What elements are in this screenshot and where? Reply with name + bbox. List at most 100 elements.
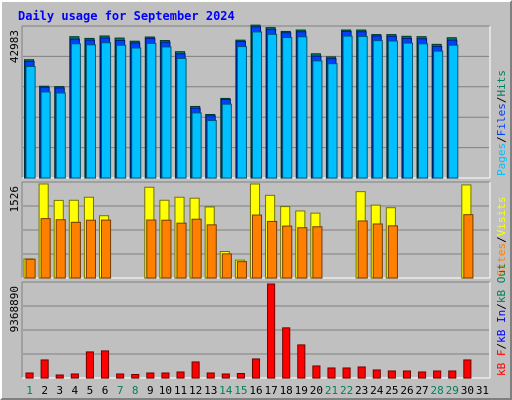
x-tick-label: 27 <box>415 384 428 397</box>
bar-pages <box>418 43 429 179</box>
x-tick-label: 25 <box>385 384 398 397</box>
legend-separator: / <box>495 343 508 350</box>
chart-title: Daily usage for September 2024 <box>18 9 235 23</box>
bar-kb-f <box>70 373 79 379</box>
x-tick-label: 2 <box>41 384 48 397</box>
bar-pages <box>55 92 66 179</box>
x-tick-label: 8 <box>132 384 139 397</box>
x-tick-label: 1 <box>26 384 33 397</box>
x-tick-label: 19 <box>295 384 308 397</box>
x-tick-label: 4 <box>72 384 79 397</box>
bar-kb-f <box>40 359 49 379</box>
legend-separator: / <box>495 303 508 310</box>
bar-sites <box>55 219 66 279</box>
bar-sites <box>146 219 157 279</box>
bar-pages <box>327 63 338 179</box>
bar-sites <box>463 214 474 279</box>
x-tick-label: 30 <box>461 384 474 397</box>
legend-item: Pages <box>495 143 508 176</box>
bar-pages <box>357 35 368 179</box>
y-max-label: 1526 <box>8 186 21 213</box>
x-tick-label: 31 <box>476 384 489 397</box>
bar-pages <box>402 42 414 179</box>
x-tick-label: 6 <box>102 384 109 397</box>
x-tick-label: 22 <box>340 384 353 397</box>
x-tick-label: 3 <box>56 384 63 397</box>
bar-pages <box>448 44 459 179</box>
bar-sites <box>267 220 278 279</box>
legend: Sites/Visits <box>495 197 508 277</box>
x-tick-label: 26 <box>400 384 413 397</box>
bar-pages <box>282 37 293 179</box>
x-tick-label: 20 <box>310 384 323 397</box>
bar-pages <box>85 44 96 179</box>
bar-sites <box>85 219 96 279</box>
panel-kbytes: 9368890 kB F/kB In/kB Out <box>8 263 508 379</box>
bar-pages <box>191 112 202 179</box>
bar-pages <box>312 60 323 179</box>
bar-pages <box>433 50 444 179</box>
bar-sites <box>70 221 81 279</box>
bar-pages <box>372 40 383 179</box>
bar-kb-f <box>146 372 155 379</box>
bar-kb-f <box>25 372 34 379</box>
legend-item: Files <box>495 103 508 136</box>
bar-pages <box>25 65 36 179</box>
legend-item: Sites <box>495 243 508 276</box>
x-tick-label: 29 <box>446 384 459 397</box>
bar-sites <box>40 218 51 279</box>
y-max-label: 9368890 <box>8 286 21 332</box>
bar-pages <box>342 35 353 179</box>
x-tick-label: 21 <box>325 384 338 397</box>
x-tick-label: 7 <box>117 384 124 397</box>
legend: kB F/kB In/kB Out <box>495 263 508 376</box>
bar-kb-f <box>100 350 110 379</box>
bar-kb-f <box>402 370 412 379</box>
bar-kb-f <box>55 374 64 379</box>
bar-pages <box>236 46 247 179</box>
bar-sites <box>387 225 398 279</box>
bar-pages <box>116 44 127 179</box>
x-tick-label: 18 <box>280 384 293 397</box>
x-tick-label: 17 <box>264 384 277 397</box>
x-tick-label: 11 <box>174 384 187 397</box>
bar-sites <box>191 218 202 279</box>
bar-sites <box>312 226 323 279</box>
bar-kb-f <box>267 283 276 379</box>
legend-separator: / <box>495 136 508 143</box>
bar-pages <box>387 40 398 179</box>
bar-kb-f <box>161 372 170 379</box>
bar-kb-f <box>282 327 291 379</box>
bar-pages <box>221 103 232 179</box>
legend-separator: / <box>495 236 508 243</box>
bar-kb-f <box>251 358 261 379</box>
chart-panels: 42983Pages/Files/Hits1526Sites/Visits936… <box>8 24 508 379</box>
bars <box>25 283 472 379</box>
x-tick-label: 10 <box>159 384 172 397</box>
bar-kb-f <box>191 361 200 379</box>
bar-sites <box>206 224 217 279</box>
bar-kb-f <box>448 370 457 379</box>
x-tick-label: 14 <box>219 384 233 397</box>
bars <box>24 24 459 179</box>
bar-kb-f <box>387 370 396 379</box>
panel-visits-sites: 1526 Sites/Visits <box>8 181 508 279</box>
bar-sites <box>236 261 247 279</box>
bar-kb-f <box>418 371 427 379</box>
bar-sites <box>176 222 187 279</box>
legend-item: Hits <box>495 70 508 97</box>
bar-pages <box>176 57 187 179</box>
legend-item: kB In <box>495 310 508 343</box>
bar-kb-f <box>372 369 381 379</box>
bar-pages <box>146 42 157 179</box>
x-axis-labels: 1 2 3 4 5 6 7 8 9 10 11 12 13 14 15 16 17 18 19 20 21 22 23 24 2… <box>26 384 489 397</box>
bar-pages <box>251 31 263 179</box>
bar-sites <box>100 219 112 279</box>
bar-sites <box>282 225 293 279</box>
bar-sites <box>161 219 172 279</box>
bar-pages <box>161 46 172 179</box>
bar-kb-f <box>85 351 94 379</box>
